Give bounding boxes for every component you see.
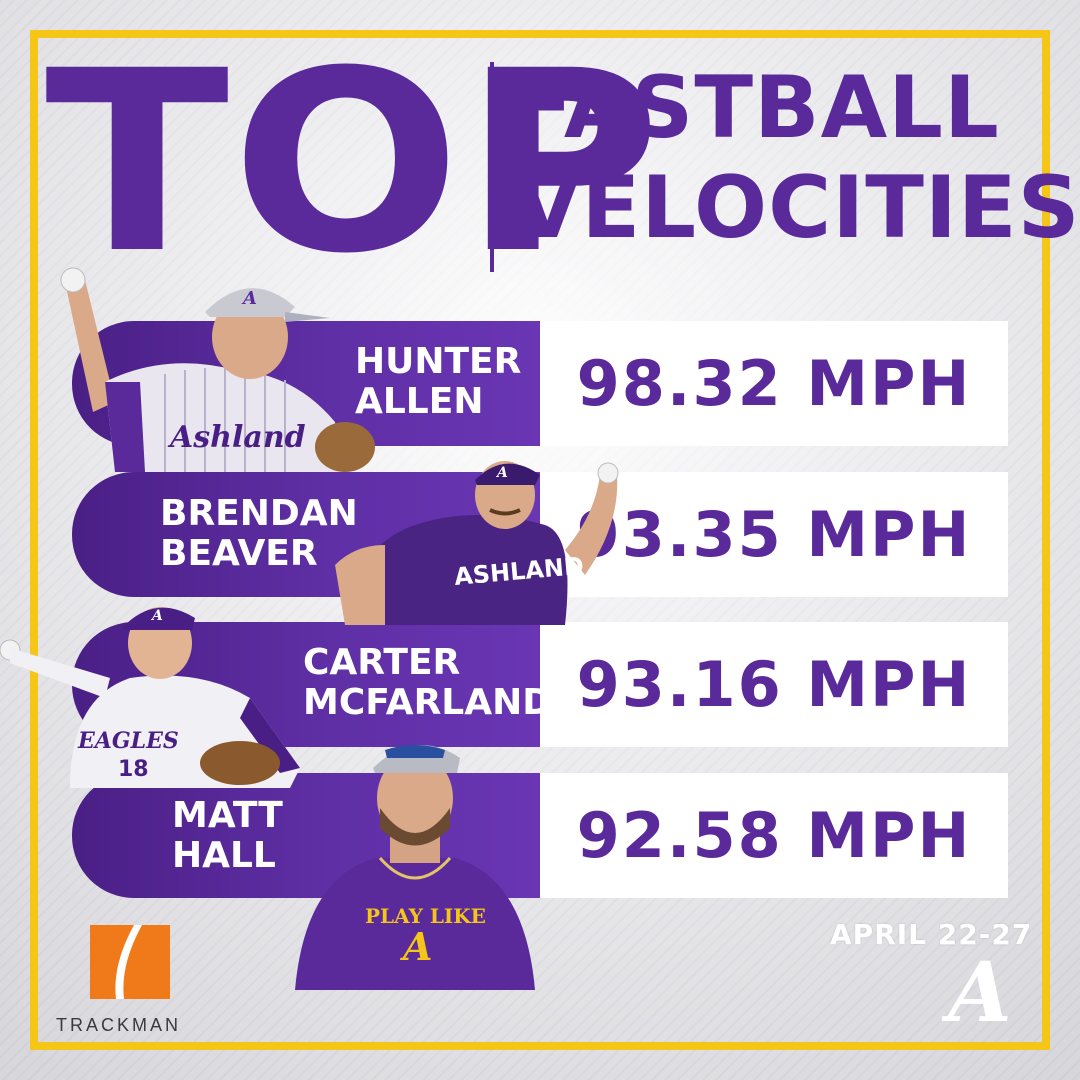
player-photo-matt-hall: PLAY LIKE A [295, 745, 535, 990]
first-name: CARTER [303, 642, 461, 683]
player-photo-hunter-allen: Ashland A [60, 267, 375, 472]
title-line-velocities: VELOCITIES [514, 158, 1080, 258]
gold-frame [30, 30, 1050, 1050]
last-name: ALLEN [355, 381, 484, 422]
velocity-value: 98.32 MPH [576, 347, 972, 420]
player-name-hunter-allen: HUNTER ALLEN [355, 342, 521, 422]
sponsor-name: TRACKMAN [56, 1015, 182, 1035]
velocity-value: 93.16 MPH [576, 648, 972, 721]
cap-logo: A [150, 608, 163, 624]
trackman-logo-icon [90, 925, 170, 999]
last-name: HALL [172, 835, 276, 876]
first-name: HUNTER [355, 341, 522, 382]
velocity-box: 93.35 MPH [540, 472, 1008, 597]
first-name: BRENDAN [160, 493, 358, 534]
player-photo-brendan-beaver: ASHLAND A [335, 461, 619, 625]
player-name-matt-hall: MATT HALL [172, 796, 283, 876]
player-photo-carter-mcfarland: EAGLES 18 A [0, 607, 300, 788]
last-name: BEAVER [160, 533, 318, 574]
title-right: FASTBALL VELOCITIES [514, 58, 1080, 258]
shirt-text: PLAY LIKE [365, 904, 486, 928]
first-name: MATT [172, 795, 283, 836]
player-row-1: 98.32 MPH [0, 321, 1080, 446]
cap-logo: A [495, 465, 508, 481]
date-range: APRIL 22-27 [830, 918, 1033, 951]
last-name: MCFARLAND [303, 682, 553, 723]
velocity-box: 98.32 MPH [540, 321, 1008, 446]
velocity-value: 92.58 MPH [576, 799, 972, 872]
jersey-text: EAGLES [77, 728, 179, 754]
velocity-box: 92.58 MPH [540, 773, 1008, 898]
title-divider [490, 62, 494, 272]
player-row-2: 93.35 MPH [0, 472, 1080, 597]
jersey-number: 18 [118, 757, 149, 782]
shirt-logo: A [400, 924, 432, 969]
title-line-fastball: FASTBALL [514, 58, 1000, 158]
team-logo-icon: A [948, 945, 1012, 1041]
player-name-carter-mcfarland: CARTER MCFARLAND [303, 643, 552, 723]
jersey-text: Ashland [167, 420, 306, 455]
velocity-value: 93.35 MPH [576, 498, 972, 571]
player-name-brendan-beaver: BRENDAN BEAVER [160, 494, 358, 574]
title-top: TOP [45, 17, 664, 308]
cap-logo: A [241, 288, 257, 309]
velocity-box: 93.16 MPH [540, 622, 1008, 747]
